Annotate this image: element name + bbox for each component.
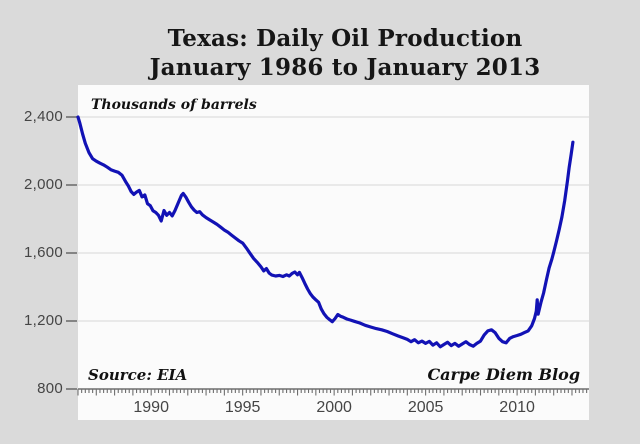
chart-title-line2: January 1986 to January 2013 (149, 54, 541, 81)
y-tick-label: 800 (37, 380, 63, 397)
x-tick-label: 2005 (407, 399, 444, 416)
y-tick-label: 2,000 (23, 176, 63, 193)
y-axis-units-label: Thousands of barrels (91, 97, 257, 113)
chart-title: Texas: Daily Oil Production January 1986… (50, 24, 640, 82)
y-tick-label: 1,200 (23, 312, 63, 329)
source-label: Source: EIA (88, 366, 188, 384)
x-tick-label: 1990 (133, 399, 169, 416)
y-tick-label: 1,600 (23, 244, 63, 261)
x-tick-label: 2010 (499, 399, 535, 416)
chart-title-line1: Texas: Daily Oil Production (167, 25, 523, 52)
credit-label: Carpe Diem Blog (427, 365, 580, 384)
y-tick-label: 2,400 (23, 108, 63, 125)
x-tick-label: 2000 (316, 399, 352, 416)
x-tick-label: 1995 (224, 399, 261, 416)
